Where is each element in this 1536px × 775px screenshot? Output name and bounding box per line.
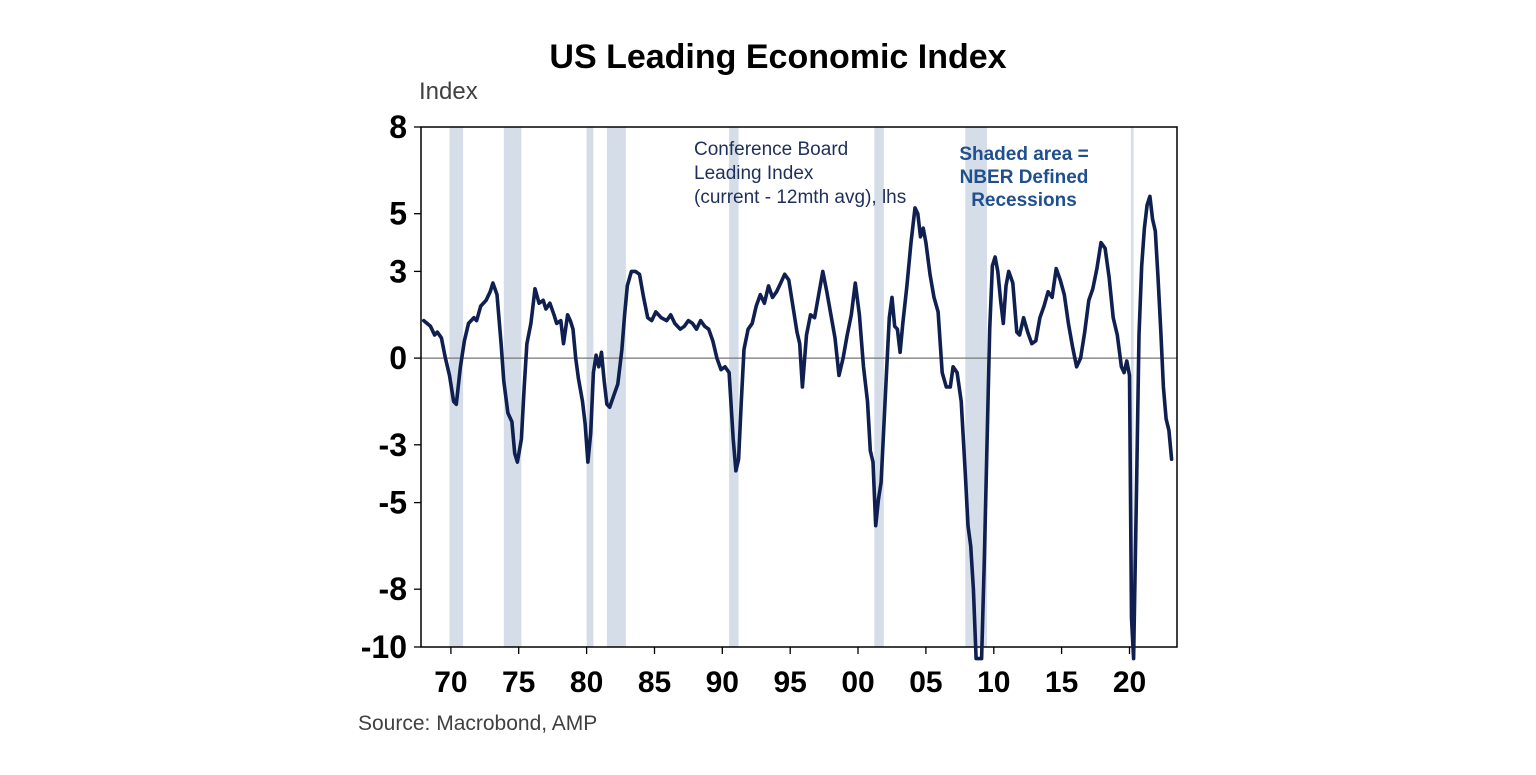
x-tick-label: 95	[774, 666, 807, 699]
x-tick-label: 15	[1045, 666, 1078, 699]
y-tick-label: -8	[379, 571, 407, 607]
series-label-line-1: Conference Board	[694, 139, 848, 160]
x-axis: 70 75 80 85 90 95 00 05 10 15 20	[434, 647, 1146, 699]
y-tick-label: -5	[379, 485, 407, 521]
x-tick-label: 00	[841, 666, 874, 699]
y-axis-label: Index	[419, 78, 478, 105]
recession-note-line-1: Shaded area =	[959, 144, 1088, 165]
recession-band-2	[586, 127, 594, 647]
x-tick-label: 20	[1113, 666, 1146, 699]
recession-band-7	[1130, 127, 1134, 647]
y-tick-label: 3	[389, 253, 407, 289]
x-tick-label: 70	[434, 666, 467, 699]
x-tick-label: 85	[638, 666, 671, 699]
plot-frame	[420, 126, 1178, 648]
series-label-annotation: Conference Board Leading Index (current …	[694, 139, 906, 208]
x-tick-label: 80	[570, 666, 603, 699]
y-tick-label: -3	[379, 427, 407, 463]
series-line-0	[421, 194, 1174, 661]
x-tick-label: 10	[977, 666, 1010, 699]
series-label-line-2: Leading Index	[694, 163, 814, 184]
recession-note-annotation: Shaded area = NBER Defined Recessions	[959, 144, 1088, 211]
recession-band-1	[503, 127, 522, 647]
y-tick-label: 0	[389, 340, 407, 376]
y-tick-label: 5	[389, 196, 407, 232]
x-tick-label: 90	[706, 666, 739, 699]
source-note: Source: Macrobond, AMP	[358, 712, 597, 735]
series-layer	[421, 194, 1174, 661]
recession-band-5	[874, 127, 884, 647]
y-tick-label: -10	[361, 629, 407, 665]
recession-band-0	[449, 127, 464, 647]
chart-title: US Leading Economic Index	[549, 38, 1006, 76]
recession-shading	[449, 127, 1134, 647]
series-label-line-3: (current - 12mth avg), lhs	[694, 187, 906, 208]
x-tick-label: 05	[909, 666, 942, 699]
y-tick-label: 8	[389, 109, 407, 145]
y-axis: 8 5 3 0 -3 -5 -8 -10	[361, 109, 421, 665]
recession-band-4	[729, 127, 739, 647]
recession-note-line-3: Recessions	[971, 190, 1077, 211]
x-tick-label: 75	[502, 666, 535, 699]
recession-band-6	[965, 127, 987, 647]
recession-note-line-2: NBER Defined	[960, 167, 1089, 188]
